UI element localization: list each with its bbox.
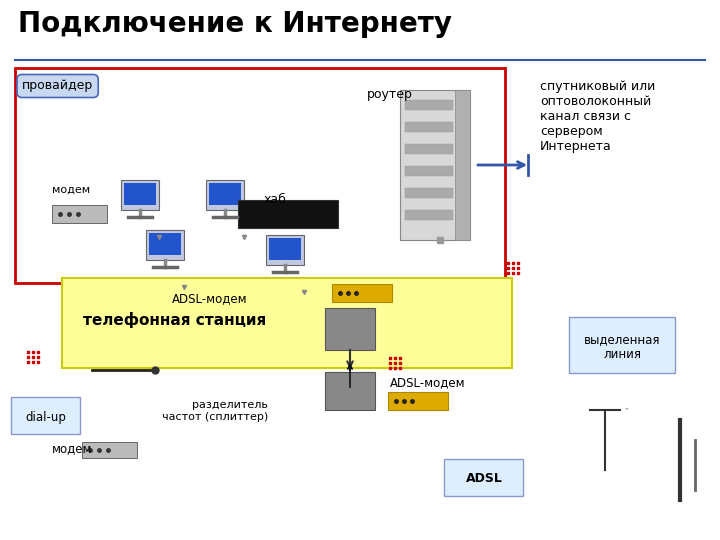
FancyBboxPatch shape [269, 238, 301, 260]
Text: ADSL-модем: ADSL-модем [390, 376, 466, 389]
Bar [82, 442, 137, 458]
Text: модем: модем [52, 185, 90, 195]
Bar [332, 284, 392, 302]
Text: модем: модем [52, 442, 92, 455]
FancyBboxPatch shape [124, 183, 156, 205]
FancyBboxPatch shape [444, 460, 523, 496]
Bar [455, 90, 470, 240]
Bar [405, 166, 453, 176]
Bar [325, 372, 375, 410]
Bar [405, 100, 453, 110]
FancyBboxPatch shape [121, 180, 159, 210]
Bar [388, 392, 448, 410]
Text: хаб: хаб [264, 193, 287, 206]
FancyBboxPatch shape [12, 397, 81, 435]
FancyBboxPatch shape [206, 180, 244, 210]
Text: провайдер: провайдер [22, 79, 94, 92]
Text: Подключение к Интернету: Подключение к Интернету [18, 10, 452, 38]
Text: телефонная станция: телефонная станция [84, 312, 266, 328]
FancyBboxPatch shape [149, 233, 181, 255]
FancyBboxPatch shape [62, 278, 512, 368]
Text: разделитель
частот (сплиттер): разделитель частот (сплиттер) [162, 400, 268, 422]
FancyBboxPatch shape [266, 235, 304, 265]
Bar [405, 122, 453, 132]
Text: ADSL-модем: ADSL-модем [172, 292, 248, 305]
FancyBboxPatch shape [15, 68, 505, 283]
Text: ADSL: ADSL [466, 471, 503, 484]
Bar [238, 200, 338, 228]
Text: dial-up: dial-up [26, 411, 66, 424]
Text: роутер: роутер [367, 88, 413, 101]
FancyBboxPatch shape [209, 183, 241, 205]
Text: ″: ″ [625, 407, 629, 417]
Bar [405, 188, 453, 198]
Bar [52, 205, 107, 223]
Text: выделенная
линия: выделенная линия [584, 333, 660, 361]
Bar [405, 144, 453, 154]
Bar [325, 308, 375, 350]
Bar [400, 90, 470, 240]
Text: спутниковый или
оптоволоконный
канал связи с
сервером
Интернета: спутниковый или оптоволоконный канал свя… [540, 80, 655, 153]
FancyBboxPatch shape [146, 230, 184, 260]
FancyBboxPatch shape [570, 318, 675, 374]
Bar [405, 210, 453, 220]
